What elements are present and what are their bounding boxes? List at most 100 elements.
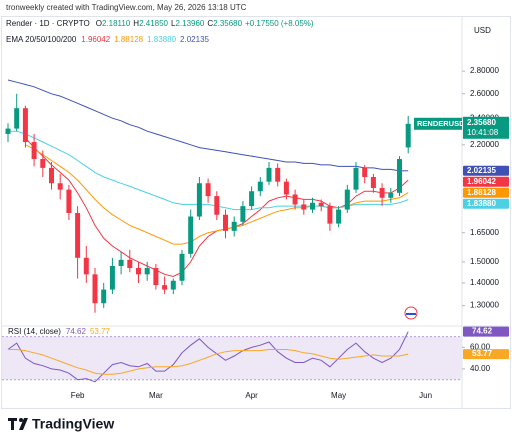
ema-value: 1.88128 <box>114 35 143 44</box>
y-tick-label: 1.50000 <box>470 257 499 266</box>
quote-value: 2.41850 <box>139 19 168 28</box>
price-box <box>463 116 509 139</box>
candle-body <box>49 167 54 184</box>
candle-body <box>223 214 228 231</box>
y-tick-label: 2.20000 <box>470 140 499 149</box>
x-tick-label: Apr <box>245 391 258 400</box>
countdown: 10:41:08 <box>467 128 499 137</box>
line <box>8 349 409 375</box>
logo-dot <box>19 418 23 422</box>
candle-body <box>144 268 150 275</box>
candle-body <box>318 202 324 207</box>
candle-body <box>292 194 298 205</box>
candle-body <box>362 167 368 178</box>
candle-body <box>301 204 307 210</box>
ema-axis-label: 1.96042 <box>467 177 496 186</box>
line <box>7 79 409 172</box>
quote-key: L <box>171 19 176 28</box>
candle-body <box>240 206 246 222</box>
rsi-axis-label: 53.77 <box>472 349 493 358</box>
candle-body <box>40 159 46 168</box>
quote-value: 2.13960 <box>175 19 204 28</box>
ema-value: 1.96042 <box>81 35 110 44</box>
brand-logo <box>8 418 28 430</box>
logo-slash <box>19 418 28 430</box>
candle-body <box>388 192 394 198</box>
ema-axis-label: 2.02135 <box>467 166 496 175</box>
ema-axis-label: 1.83880 <box>467 199 496 208</box>
x-tick-label: May <box>331 391 346 400</box>
candle-body <box>179 253 185 281</box>
line <box>8 130 409 211</box>
candle-body <box>196 183 202 217</box>
quote-key: H <box>133 19 139 28</box>
candle-body <box>162 285 168 290</box>
candle-body <box>257 181 263 192</box>
y-tick-label: 1.30000 <box>470 301 499 310</box>
x-tick-label: Feb <box>71 391 85 400</box>
logo-mark <box>8 418 17 430</box>
candle-body <box>336 209 342 224</box>
candle-body <box>214 196 220 215</box>
x-tick-label: Jun <box>419 391 432 400</box>
ema-axis-label: 1.88128 <box>467 188 496 197</box>
candle-body <box>283 181 289 195</box>
candle-body <box>379 188 385 198</box>
quote-value: 2.35680 <box>213 19 242 28</box>
credit: tronweekly created with TradingView.com,… <box>6 3 247 12</box>
candle-body <box>75 213 81 258</box>
ema-axis-box <box>463 198 509 209</box>
candle-body <box>353 167 359 190</box>
symbol-label: RENDERUSD <box>417 119 465 128</box>
ema-axis-box <box>463 165 509 176</box>
quote-key: C <box>207 19 213 28</box>
ema-axis-box <box>463 187 509 198</box>
brand: TradingView <box>32 416 114 432</box>
currency: USD <box>474 26 491 35</box>
change: +0.17550 (+8.05%) <box>245 19 314 28</box>
rsi-axis-box <box>463 349 509 360</box>
candle-body <box>266 167 272 182</box>
candle-body <box>118 259 124 266</box>
y-tick-label: 40.00 <box>470 364 491 373</box>
candle-body <box>188 216 194 254</box>
last-price: 2.35680 <box>467 118 496 127</box>
y-tick-label: 2.80000 <box>470 66 499 75</box>
y-tick-label: 1.40000 <box>470 278 499 287</box>
candle-body <box>127 259 133 269</box>
candle-body <box>405 123 411 148</box>
candle-body <box>14 108 20 129</box>
ema-value: 2.02135 <box>180 35 209 44</box>
symbol-title: Render · 1D · CRYPTO <box>6 19 90 28</box>
candle-body <box>66 189 72 214</box>
candle-body <box>83 257 89 275</box>
candle-body <box>136 268 141 275</box>
y-tick-label: 60.00 <box>470 342 491 351</box>
candle-body <box>57 183 63 190</box>
x-tick-label: Mar <box>149 391 163 400</box>
candle-body <box>205 183 211 197</box>
candle-body <box>327 206 333 224</box>
quote-value: 2.18110 <box>102 19 131 28</box>
candle-body <box>5 128 11 134</box>
candle-body <box>397 159 402 193</box>
rsi-axis-label: 74.62 <box>472 327 493 336</box>
quote-key: O <box>96 19 102 28</box>
candle-body <box>370 177 376 189</box>
ema-value: 1.83880 <box>147 35 176 44</box>
line <box>7 331 409 383</box>
candle-body <box>109 265 115 290</box>
candle-body <box>231 221 237 231</box>
symbol-box <box>414 117 462 130</box>
ema-axis-box <box>463 176 509 187</box>
rsi-band <box>2 336 462 380</box>
candle-body <box>101 289 107 304</box>
rsi-legend-value: 53.77 <box>90 327 111 336</box>
candle-body <box>344 189 350 210</box>
candle-body <box>153 268 159 286</box>
indicator-title: EMA 20/50/100/200 <box>6 35 77 44</box>
rsi-axis-box <box>463 326 509 337</box>
y-tick-label: 2.60000 <box>470 89 499 98</box>
rsi-legend-value: 74.62 <box>66 327 87 336</box>
